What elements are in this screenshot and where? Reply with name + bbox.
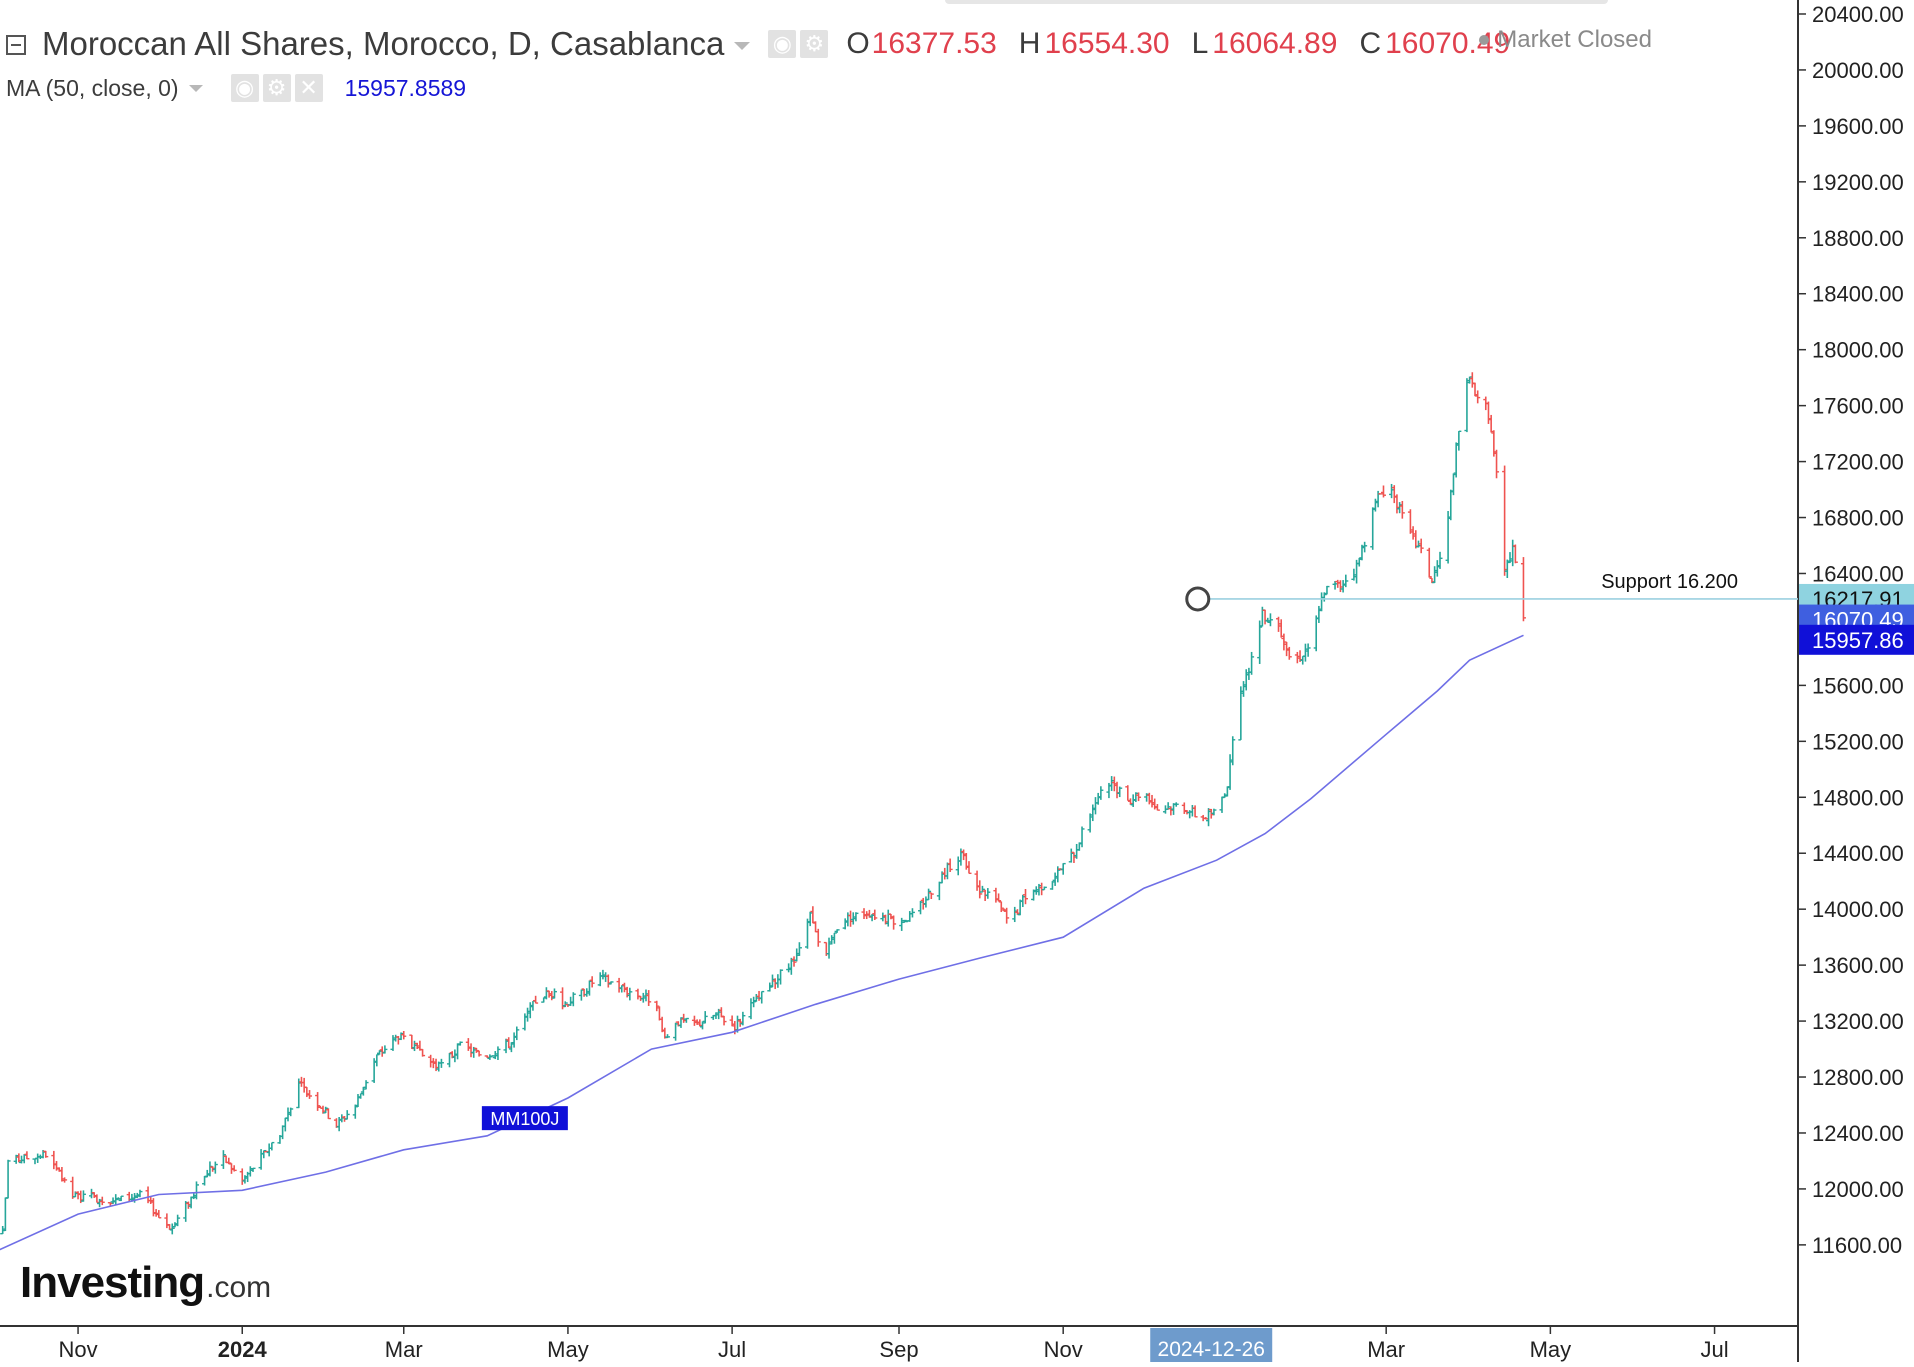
settings-gear-icon[interactable]: ⚙ — [800, 30, 829, 58]
market-status-label: Market Closed — [1497, 26, 1652, 53]
y-tick-label: 20000.00 — [1812, 58, 1904, 83]
y-tick-label: 13200.00 — [1812, 1009, 1904, 1034]
status-dot-icon — [1479, 35, 1490, 45]
x-tick-label: Nov — [1044, 1337, 1083, 1362]
ma-line[interactable] — [0, 634, 1524, 1252]
x-tick-label: Jul — [1700, 1337, 1728, 1362]
x-tick-label: Mar — [1367, 1337, 1405, 1362]
y-tick-label: 17600.00 — [1812, 394, 1904, 419]
y-tick-label: 12800.00 — [1812, 1065, 1904, 1090]
y-tick-label: 18400.00 — [1812, 282, 1904, 307]
symbol-title[interactable]: Moroccan All Shares, Morocco, D, Casabla… — [42, 25, 725, 62]
y-tick-label: 15200.00 — [1812, 729, 1904, 754]
y-tick-label: 16400.00 — [1812, 561, 1904, 586]
ma-name-label: MM100J — [490, 1109, 559, 1129]
open-key: O — [846, 27, 870, 60]
y-tick-label: 11600.00 — [1812, 1233, 1902, 1258]
y-tick-label: 18800.00 — [1812, 226, 1904, 251]
open-value: 16377.53 — [871, 27, 997, 60]
x-tick-label: 2024 — [218, 1337, 268, 1362]
y-tick-label: 16800.00 — [1812, 506, 1904, 531]
logo-main-text: Investing — [20, 1258, 205, 1307]
y-tick-label: 19200.00 — [1812, 170, 1904, 195]
ma-name-tag — [481, 1106, 568, 1131]
symbol-legend-row: Moroccan All Shares, Morocco, D, Casabla… — [6, 22, 1510, 66]
support-line-handle[interactable] — [1185, 586, 1211, 612]
close-value: 16070.49 — [1385, 27, 1511, 60]
x-tick-label: Jul — [718, 1337, 746, 1362]
y-tick-label: 13600.00 — [1812, 953, 1904, 978]
ma-dropdown-icon[interactable] — [188, 84, 203, 92]
logo-suffix-text: .com — [206, 1271, 272, 1304]
crosshair-date-tag — [1150, 1328, 1273, 1362]
ma-price-label: 15957.86 — [1812, 628, 1904, 653]
ma-remove-close-icon[interactable]: ✕ — [294, 74, 323, 102]
x-tick-label: Mar — [385, 1337, 423, 1362]
ohlc-bars — [0, 372, 1526, 1235]
low-value: 16064.89 — [1212, 27, 1338, 60]
ma-label[interactable]: MA (50, close, 0) — [6, 74, 179, 101]
investing-logo: Investing .com — [20, 1258, 271, 1308]
ma-value: 15957.8589 — [344, 74, 467, 101]
top-scroll-indicator — [945, 0, 1608, 4]
y-tick-label: 12000.00 — [1812, 1177, 1904, 1202]
high-key: H — [1018, 27, 1041, 60]
y-tick-label: 17200.00 — [1812, 450, 1904, 475]
ma-settings-gear-icon[interactable]: ⚙ — [262, 74, 291, 102]
y-tick-label: 15600.00 — [1812, 673, 1904, 698]
x-tick-label: May — [1530, 1337, 1572, 1362]
close-key: C — [1359, 27, 1382, 60]
market-status: Market Closed — [1479, 26, 1652, 54]
ma-visibility-eye-icon[interactable]: ◉ — [230, 74, 259, 102]
crosshair-date-label: 2024-12-26 — [1158, 1338, 1265, 1361]
x-tick-label: Sep — [879, 1337, 918, 1362]
x-tick-label: Nov — [58, 1337, 97, 1362]
y-tick-label: 20400.00 — [1812, 2, 1904, 27]
symbol-dropdown-icon[interactable] — [734, 42, 751, 50]
y-tick-label: 14000.00 — [1812, 897, 1904, 922]
chart-legend: Moroccan All Shares, Morocco, D, Casabla… — [0, 0, 1780, 110]
y-tick-label: 12400.00 — [1812, 1121, 1904, 1146]
high-value: 16554.30 — [1044, 27, 1170, 60]
y-tick-label: 14400.00 — [1812, 841, 1904, 866]
y-tick-label: 19600.00 — [1812, 114, 1904, 139]
y-tick-label: 14800.00 — [1812, 785, 1904, 810]
ma-legend-row: MA (50, close, 0) ◉ ⚙ ✕ 15957.8589 — [6, 70, 466, 106]
ma-price-tag — [1799, 624, 1914, 655]
support-label: Support 16.200 — [1601, 571, 1738, 593]
visibility-eye-icon[interactable]: ◉ — [768, 30, 797, 58]
collapse-legend-icon[interactable] — [6, 35, 26, 55]
x-tick-label: May — [547, 1337, 589, 1362]
low-key: L — [1191, 27, 1209, 60]
y-tick-label: 18000.00 — [1812, 338, 1904, 363]
